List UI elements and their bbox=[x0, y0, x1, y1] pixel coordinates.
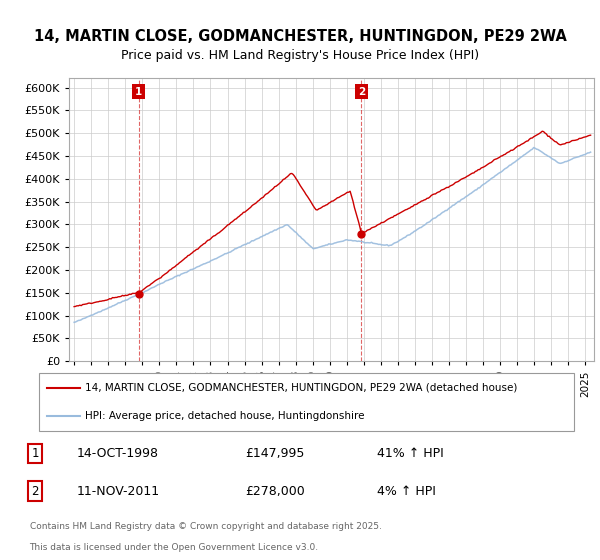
Text: 11-NOV-2011: 11-NOV-2011 bbox=[76, 485, 160, 498]
Text: £278,000: £278,000 bbox=[245, 485, 305, 498]
Text: HPI: Average price, detached house, Huntingdonshire: HPI: Average price, detached house, Hunt… bbox=[85, 411, 365, 421]
Text: 2: 2 bbox=[31, 485, 39, 498]
Text: 2: 2 bbox=[358, 87, 365, 97]
Text: This data is licensed under the Open Government Licence v3.0.: This data is licensed under the Open Gov… bbox=[29, 543, 319, 552]
Text: 1: 1 bbox=[31, 447, 39, 460]
FancyBboxPatch shape bbox=[38, 373, 574, 431]
Text: 14-OCT-1998: 14-OCT-1998 bbox=[76, 447, 158, 460]
Text: £147,995: £147,995 bbox=[245, 447, 304, 460]
Text: Price paid vs. HM Land Registry's House Price Index (HPI): Price paid vs. HM Land Registry's House … bbox=[121, 49, 479, 63]
Text: Contains HM Land Registry data © Crown copyright and database right 2025.: Contains HM Land Registry data © Crown c… bbox=[29, 522, 382, 531]
Text: 14, MARTIN CLOSE, GODMANCHESTER, HUNTINGDON, PE29 2WA: 14, MARTIN CLOSE, GODMANCHESTER, HUNTING… bbox=[34, 29, 566, 44]
Text: 1: 1 bbox=[135, 87, 142, 97]
Text: 41% ↑ HPI: 41% ↑ HPI bbox=[377, 447, 444, 460]
Text: 4% ↑ HPI: 4% ↑ HPI bbox=[377, 485, 436, 498]
Text: 14, MARTIN CLOSE, GODMANCHESTER, HUNTINGDON, PE29 2WA (detached house): 14, MARTIN CLOSE, GODMANCHESTER, HUNTING… bbox=[85, 382, 518, 393]
